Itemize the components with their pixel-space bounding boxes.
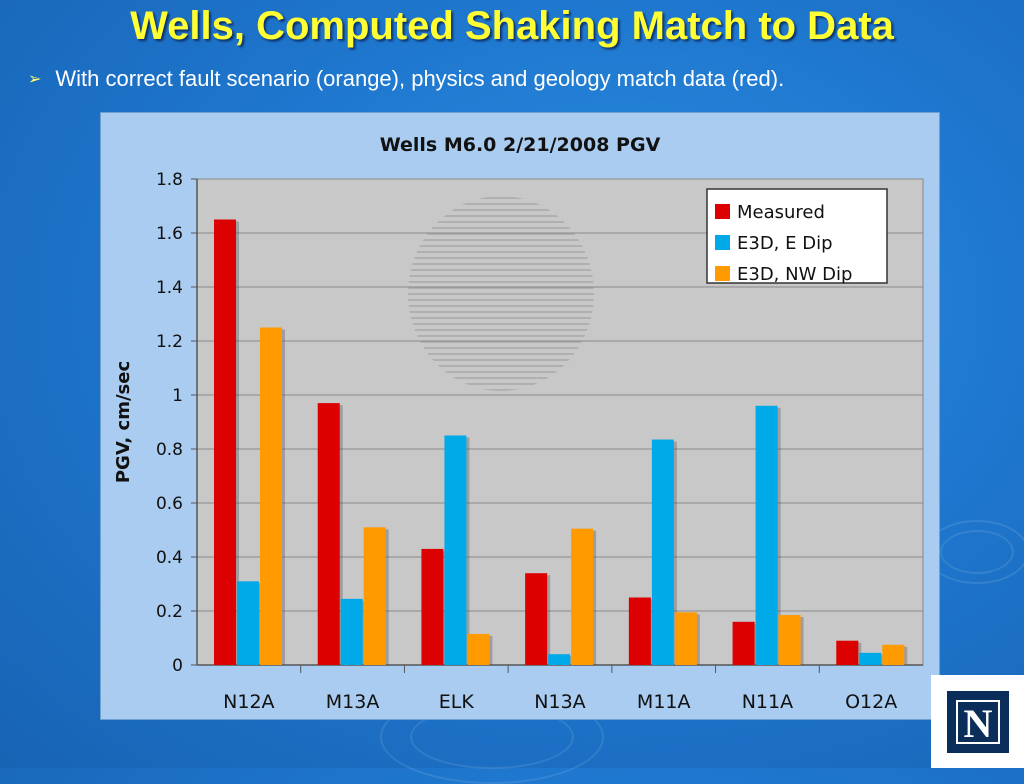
bar-e3d-e-dip [444, 435, 467, 665]
bar-measured [214, 219, 236, 665]
bar-e3d-e-dip [340, 598, 363, 665]
x-tick-label: O12A [845, 691, 897, 713]
legend-box [706, 188, 888, 284]
bar-e3d-nw-dip [674, 612, 697, 665]
y-tick-label: 0.2 [156, 602, 183, 622]
arrow-bullet-icon: ➢ [28, 71, 42, 88]
bar-e3d-nw-dip [571, 528, 594, 665]
legend-label: Measured [737, 202, 825, 223]
chart-title: Wells M6.0 2/21/2008 PGV [380, 134, 661, 156]
bar-e3d-e-dip [548, 654, 571, 665]
legend-swatch [715, 235, 730, 250]
bar-e3d-e-dip [237, 581, 259, 665]
x-tick-label: N13A [534, 691, 585, 713]
legend-label: E3D, E Dip [737, 233, 833, 254]
y-tick-label: 0.8 [156, 440, 183, 460]
logo-letter: N [956, 700, 1000, 746]
y-tick-label: 1 [172, 386, 183, 406]
university-logo: N [931, 675, 1024, 768]
slide-title: Wells, Computed Shaking Match to Data [130, 4, 894, 48]
legend-label: E3D, NW Dip [737, 264, 852, 285]
bar-e3d-nw-dip [363, 527, 386, 665]
x-tick-label: N11A [742, 691, 793, 713]
y-tick-label: 0.4 [156, 548, 183, 568]
bar-measured [732, 621, 755, 665]
bullet-point: ➢ With correct fault scenario (orange), … [28, 66, 784, 92]
bar-e3d-e-dip [651, 439, 674, 665]
y-tick-label: 1.4 [156, 278, 183, 298]
bar-e3d-nw-dip [467, 633, 490, 665]
y-tick-label: 0.6 [156, 494, 183, 514]
y-tick-label: 1.2 [156, 332, 183, 352]
bullet-text: With correct fault scenario (orange), ph… [55, 66, 785, 91]
legend-swatch [715, 266, 730, 281]
y-tick-label: 1.6 [156, 224, 183, 244]
legend-swatch [715, 204, 730, 219]
bar-measured [317, 403, 340, 665]
bar-e3d-e-dip [859, 652, 882, 665]
pgv-bar-chart: Wells M6.0 2/21/2008 PGV 0 0.2 0.4 0.6 0.8 1 1.… [113, 134, 924, 713]
bar-e3d-nw-dip [778, 615, 801, 665]
bar-e3d-e-dip [755, 405, 778, 665]
watermark-image [408, 196, 594, 391]
bar-measured [421, 548, 444, 665]
y-tick-label: 0 [172, 656, 183, 676]
x-tick-label: ELK [439, 691, 475, 713]
logo-badge: N [947, 691, 1009, 753]
bar-e3d-nw-dip [260, 327, 282, 665]
bar-e3d-nw-dip [882, 644, 905, 665]
y-tick-label: 1.8 [156, 170, 183, 190]
x-tick-label: N12A [223, 691, 274, 713]
y-axis-label: PGV, cm/sec [113, 361, 134, 483]
x-tick-label: M11A [637, 691, 691, 713]
bar-measured [525, 573, 548, 665]
bar-measured [836, 640, 859, 665]
chart-panel: Wells M6.0 2/21/2008 PGV 0 0.2 0.4 0.6 0.8 1 1.… [100, 112, 940, 720]
bar-measured [628, 597, 651, 665]
x-tick-label: M13A [326, 691, 380, 713]
